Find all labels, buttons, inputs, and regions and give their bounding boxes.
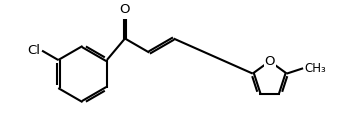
Text: Cl: Cl — [28, 44, 40, 57]
Text: O: O — [265, 55, 275, 68]
Text: O: O — [120, 3, 130, 16]
Text: CH₃: CH₃ — [305, 62, 327, 75]
